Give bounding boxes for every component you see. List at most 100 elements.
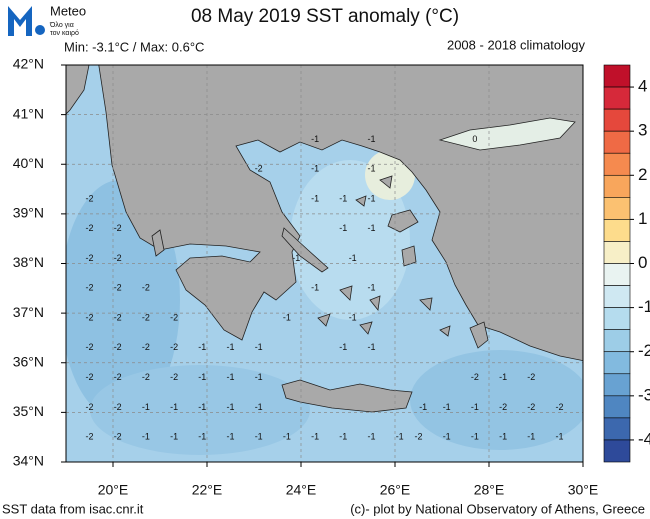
contour-label: -2: [85, 283, 93, 293]
contour-label: -1: [142, 402, 150, 412]
contour-labels: -2 -2 -1 -1 -1 -1 -1 -1 -1 -1 -1 -1 -2 -1 -1 -1 -1 -1 -2 -2…: [85, 134, 563, 442]
colorbar: 4 3 2 1 0 -1 -2 -3 -4: [603, 64, 650, 463]
colorbar-bin: [603, 219, 631, 242]
logo-tagline: Όλο για: [49, 22, 74, 29]
contour-label: -1: [142, 432, 150, 442]
y-tick-label: 37°N: [13, 304, 44, 320]
title: 08 May 2019 SST anomaly (°C): [191, 6, 459, 27]
contour-label: -2: [142, 312, 150, 322]
contour-label: -2: [170, 312, 178, 322]
contour-label: -1: [255, 432, 263, 442]
contour-label: -1: [339, 223, 347, 233]
contour-label: -2: [114, 372, 122, 382]
min-max: Min: -3.1°C / Max: 0.6°C: [64, 39, 204, 54]
contour-label: -1: [499, 432, 507, 442]
contour-label: -2: [255, 164, 263, 174]
contour-label: -2: [114, 402, 122, 412]
contour-label: -1: [226, 432, 234, 442]
contour-label: -2: [499, 402, 507, 412]
y-tick-label: 38°N: [13, 254, 44, 270]
contour-label: -1: [419, 402, 427, 412]
contour-label: -2: [142, 283, 150, 293]
contour-label: -2: [85, 432, 93, 442]
contour-label: -1: [471, 402, 479, 412]
contour-label: -2: [85, 342, 93, 352]
colorbar-bin: [603, 329, 631, 353]
contour-label: -1: [311, 432, 319, 442]
contour-label: -1: [367, 432, 375, 442]
contour-label: -1: [311, 134, 319, 144]
colorbar-label: -2: [638, 341, 650, 360]
logo-dot: [35, 25, 45, 35]
contour-label: -1: [198, 342, 206, 352]
contour-label: -1: [339, 432, 347, 442]
contour-label: -1: [255, 402, 263, 412]
contour-label: -1: [198, 432, 206, 442]
sea-anomaly-patch: [410, 350, 583, 450]
axes: 20°E 22°E 24°E 26°E 28°E 30°E 34°N 35°N 36°N 37°N…: [13, 56, 599, 498]
island: [281, 379, 413, 413]
logo: Meteo Όλο για τον καιρό: [8, 3, 86, 37]
colorbar-bin: [603, 373, 631, 397]
contour-label: -1: [339, 342, 347, 352]
contour-label: -1: [198, 402, 206, 412]
colorbar-label: 3: [638, 121, 647, 140]
colorbar-bin: [603, 197, 631, 220]
contour-label: -2: [142, 342, 150, 352]
y-tick-label: 39°N: [13, 205, 44, 221]
contour-label: -2: [555, 402, 563, 412]
contour-label: -2: [85, 372, 93, 382]
x-tick-label: 26°E: [380, 482, 411, 498]
colorbar-bin: [603, 64, 631, 88]
y-tick-label: 34°N: [13, 453, 44, 469]
contour-label: -1: [170, 402, 178, 412]
colorbar-bin: [603, 152, 631, 176]
contour-label: -1: [292, 253, 300, 263]
map-area: -2 -2 -1 -1 -1 -1 -1 -1 -1 -1 -1 -1 -2 -1 -1 -1 -1 -1 -2 -2…: [66, 65, 583, 462]
contour-label: -2: [85, 312, 93, 322]
contour-label: -1: [367, 134, 375, 144]
contour-label: -1: [255, 342, 263, 352]
contour-label: -1: [226, 372, 234, 382]
island: [281, 227, 329, 273]
contour-label: -1: [367, 193, 375, 203]
logo-tagline: τον καιρό: [50, 29, 79, 37]
island: [317, 175, 451, 337]
contour-label: -2: [85, 193, 93, 203]
x-tick-label: 28°E: [474, 482, 505, 498]
contour-label: -2: [85, 402, 93, 412]
contour-label: -1: [527, 432, 535, 442]
contour-label: -2: [114, 342, 122, 352]
contour-label: -1: [198, 372, 206, 382]
contour-label: 0: [472, 134, 477, 144]
y-tick-label: 40°N: [13, 155, 44, 171]
contour-label: -1: [367, 283, 375, 293]
colorbar-bin: [603, 174, 631, 198]
y-tick-label: 35°N: [13, 403, 44, 419]
contour-label: -2: [170, 342, 178, 352]
contour-label: -2: [114, 223, 122, 233]
colorbar-bin: [603, 351, 631, 375]
logo-name: Meteo: [50, 3, 86, 18]
contour-label: -1: [349, 312, 357, 322]
sea-anomaly-patch: [290, 160, 410, 320]
colorbar-bin: [603, 108, 631, 132]
colorbar-bin: [603, 263, 631, 286]
contour-label: -1: [170, 432, 178, 442]
colorbar-label: -4: [638, 429, 650, 448]
colorbar-label: -3: [638, 385, 650, 404]
marmara-sea: [438, 117, 576, 151]
contour-label: -2: [85, 253, 93, 263]
contour-label: -1: [367, 342, 375, 352]
contour-label: -1: [311, 193, 319, 203]
sea-anomaly-patch: [90, 365, 310, 455]
contour-label: -1: [311, 164, 319, 174]
colorbar-bin: [603, 395, 631, 419]
contour-label: -1: [226, 402, 234, 412]
contour-label: -1: [443, 432, 451, 442]
graticule: [66, 65, 583, 462]
contour-label: -1: [555, 432, 563, 442]
y-tick-label: 36°N: [13, 353, 44, 369]
island: [387, 209, 419, 233]
